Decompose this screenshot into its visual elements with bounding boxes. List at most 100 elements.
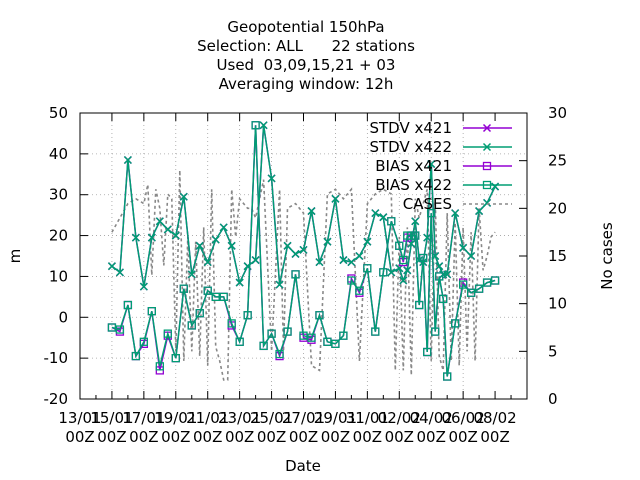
x-tick-label-date: 31/01 <box>346 409 389 427</box>
y-axis: -20 -10 0 10 20 30 40 50 <box>44 104 88 408</box>
y-axis-label: m <box>6 249 24 264</box>
x-tick-label-hour: 00Z <box>480 428 509 446</box>
chart-title: Geopotential 150hPa Selection: ALL 22 st… <box>197 18 415 93</box>
x-tick-label-date: 21/01 <box>186 409 229 427</box>
data-point <box>339 256 348 265</box>
legend-label: BIAS x422 <box>375 176 452 194</box>
data-point <box>227 319 236 328</box>
data-point <box>435 272 444 281</box>
data-point <box>251 256 260 265</box>
data-point <box>451 319 460 328</box>
x-tick-label-hour: 00Z <box>65 428 94 446</box>
x-tick-label-date: 15/01 <box>90 409 133 427</box>
data-point <box>203 258 212 267</box>
data-point <box>211 292 220 302</box>
x-tick-label-date: 19/01 <box>154 409 197 427</box>
data-point <box>379 268 388 277</box>
y2-tick-label: 0 <box>548 390 558 408</box>
x-tick-label-date: 04/02 <box>410 409 453 427</box>
x-tick-label-hour: 00Z <box>321 428 350 446</box>
data-point <box>155 362 164 371</box>
data-point <box>419 253 428 263</box>
data-point <box>415 300 424 310</box>
data-point <box>459 243 468 252</box>
data-point <box>399 276 408 285</box>
x-tick-label-hour: 00Z <box>129 428 158 446</box>
data-point <box>187 321 196 330</box>
data-point <box>482 278 492 287</box>
data-point <box>411 231 420 240</box>
x-tick-label-hour: 00Z <box>97 428 126 446</box>
data-point <box>443 372 452 381</box>
data-point <box>147 307 156 316</box>
x-tick-label-date: 06/02 <box>442 409 485 427</box>
data-point <box>139 282 148 291</box>
series-line <box>111 125 496 377</box>
data-point <box>259 121 268 130</box>
legend-marker <box>482 180 492 190</box>
data-point <box>387 268 396 277</box>
data-point <box>227 241 236 250</box>
x-tick-label-date: 25/01 <box>250 409 293 427</box>
data-point <box>323 237 332 246</box>
x-tick-label-date: 23/01 <box>218 409 261 427</box>
y2-tick-label: 30 <box>548 104 567 122</box>
legend-marker <box>482 142 492 152</box>
x-tick-label-hour: 00Z <box>193 428 222 446</box>
data-point <box>187 270 196 279</box>
y2-axis: 0 5 10 15 20 25 30 <box>519 104 567 408</box>
data-point <box>491 182 500 191</box>
data-point <box>179 192 188 201</box>
x-tick-label-hour: 00Z <box>353 428 382 446</box>
data-point <box>107 323 117 332</box>
data-point <box>427 160 436 169</box>
x-tick-label-hour: 00Z <box>417 428 446 446</box>
data-point <box>115 325 125 334</box>
data-point <box>435 262 444 271</box>
data-point <box>363 264 372 273</box>
data-point <box>339 331 348 340</box>
data-point <box>131 233 140 242</box>
y2-tick-label: 15 <box>548 247 567 265</box>
data-point <box>355 286 364 295</box>
data-point <box>163 225 172 234</box>
data-point <box>371 209 380 218</box>
data-point <box>427 208 436 218</box>
data-point <box>171 231 180 240</box>
data-point <box>331 339 340 348</box>
y-tick-label: 40 <box>49 145 68 163</box>
data-point <box>267 174 276 183</box>
x-axis-label: Date <box>285 457 321 475</box>
data-point <box>195 241 204 250</box>
y-tick-label: 10 <box>49 267 68 285</box>
x-tick-label-hour: 00Z <box>161 428 190 446</box>
data-point <box>315 258 324 267</box>
data-point <box>243 311 252 320</box>
y2-tick-label: 5 <box>548 342 558 360</box>
x-tick-label-date: 02/02 <box>378 409 421 427</box>
legend-label: STDV x422 <box>369 138 452 156</box>
y2-tick-label: 10 <box>548 295 567 313</box>
x-tick-label-hour: 00Z <box>385 428 414 446</box>
legend-label: STDV x421 <box>369 119 452 137</box>
cases-line <box>111 170 496 381</box>
data-point <box>195 309 204 318</box>
data-point <box>139 337 149 346</box>
legend-label: CASES <box>403 195 452 213</box>
y-tick-label: -10 <box>44 349 69 367</box>
y-tick-label: 30 <box>49 186 68 204</box>
data-point <box>474 284 484 293</box>
data-point <box>451 209 460 218</box>
data-point <box>423 233 432 242</box>
y-tick-label: -20 <box>44 390 69 408</box>
x-tick-label-hour: 00Z <box>257 428 286 446</box>
y2-tick-label: 20 <box>548 199 567 217</box>
data-point <box>211 235 220 244</box>
data-point <box>395 241 404 250</box>
title-line-2: Selection: ALL 22 stations <box>197 37 415 55</box>
data-point <box>171 353 180 363</box>
data-point <box>387 217 396 226</box>
data-point <box>291 249 300 258</box>
data-point <box>423 347 432 357</box>
